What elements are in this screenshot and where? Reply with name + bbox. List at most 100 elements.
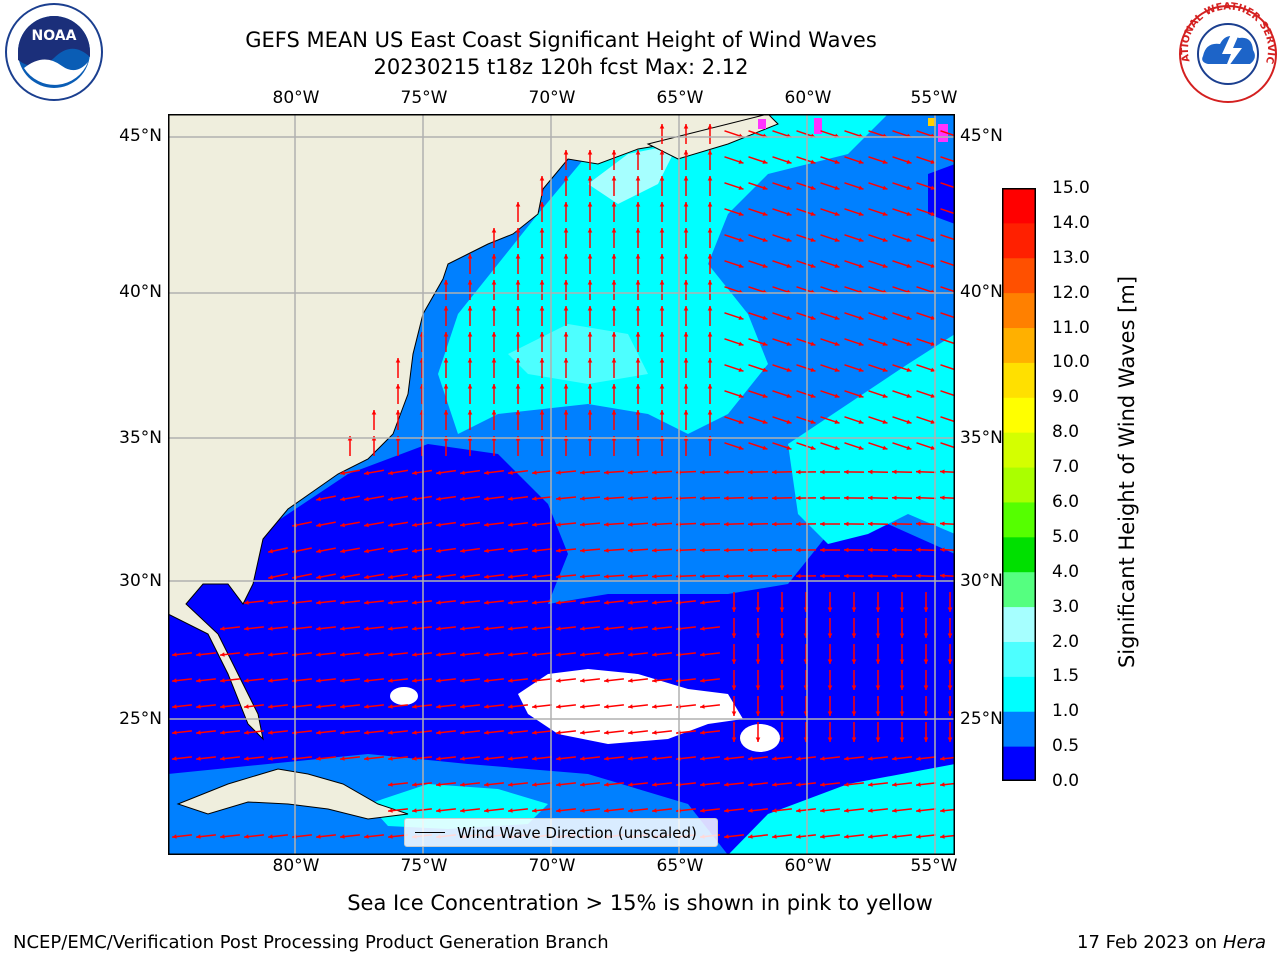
lat-tick-left: 45°N — [119, 126, 162, 146]
wind-vector-head — [220, 730, 225, 735]
wind-vector-head — [556, 756, 561, 761]
wind-vector-head — [652, 626, 657, 631]
wind-vector-head — [834, 367, 840, 372]
wind-vector-head — [779, 737, 785, 742]
footer-machine: Hera — [1222, 932, 1266, 953]
wind-vector-head — [580, 782, 585, 787]
wind-vector-head — [786, 393, 792, 398]
wind-vector-head — [316, 678, 321, 683]
wind-vector-head — [172, 678, 177, 683]
wind-vector-head — [556, 470, 561, 475]
wind-vector-head — [491, 254, 497, 259]
wind-vector-head — [700, 470, 705, 475]
wind-vector-head — [858, 185, 864, 190]
wind-vector-head — [810, 263, 816, 268]
wind-vector-head — [268, 574, 273, 580]
wind-vector-head — [268, 548, 273, 554]
wind-vector-head — [700, 600, 705, 605]
wind-vector-head — [851, 607, 857, 612]
wind-vector-head — [587, 306, 593, 311]
wind-vector-head — [580, 756, 585, 761]
wind-vector-head — [515, 202, 521, 207]
wind-vector-head — [858, 237, 864, 242]
wind-vector-head — [868, 495, 873, 501]
wind-vector-head — [755, 711, 761, 716]
wind-vector-head — [484, 496, 489, 501]
wind-vector-head — [786, 419, 792, 424]
wind-vector-head — [628, 626, 633, 631]
wind-vector-head — [460, 678, 465, 683]
colorbar-segment — [1002, 501, 1036, 538]
wind-vector-head — [858, 341, 864, 346]
wind-vector-head — [652, 652, 657, 657]
nws-logo: NATIONAL WEATHER SERVICE — [1172, 0, 1280, 106]
wind-vector-head — [244, 834, 249, 839]
wind-vector-head — [491, 228, 497, 233]
wind-vector-head — [316, 704, 321, 709]
wind-vector-head — [923, 633, 929, 638]
wind-vector-head — [268, 678, 273, 683]
wind-vector-head — [700, 626, 705, 631]
wind-vector-head — [844, 782, 849, 787]
wind-vector-head — [748, 469, 753, 475]
colorbar-tick-label: 12.0 — [1052, 282, 1090, 303]
wind-vector-head — [388, 834, 393, 839]
wind-vector-head — [868, 469, 873, 475]
wind-vector-head — [834, 419, 840, 424]
wind-vector-head — [892, 756, 897, 761]
colorbar-tick-label: 0.0 — [1052, 771, 1080, 791]
colorbar-tick-label: 3.0 — [1052, 596, 1080, 617]
wind-vector-head — [947, 659, 953, 664]
wind-vector-head — [388, 496, 393, 502]
lat-tick-left: 30°N — [119, 571, 162, 591]
wind-vector-head — [443, 358, 449, 363]
wind-vector-head — [508, 704, 513, 709]
wind-vector-head — [371, 410, 377, 415]
wind-vector-head — [388, 574, 393, 580]
wind-vector-head — [683, 150, 689, 155]
wind-vector-head — [834, 263, 840, 268]
colorbar-tick-label: 4.0 — [1052, 561, 1080, 582]
wind-vector-head — [724, 469, 729, 475]
wind-vector-head — [738, 419, 744, 424]
lon-tick-bottom: 65°W — [656, 856, 704, 876]
noaa-logo: NOAA — [4, 2, 104, 102]
wind-vector-head — [731, 737, 737, 742]
wind-vector-head — [460, 600, 465, 605]
wind-vector-head — [467, 306, 473, 311]
wind-vector-head — [779, 607, 785, 612]
lon-tick-bottom: 80°W — [272, 856, 320, 876]
wind-vector-head — [940, 469, 945, 474]
wind-vector-head — [395, 410, 401, 415]
wind-vector — [940, 182, 955, 189]
wave-field-mid-south — [728, 764, 955, 855]
wind-vector-head — [580, 574, 585, 579]
wind-vector-head — [604, 808, 609, 813]
wind-vector-head — [340, 548, 345, 554]
wind-vector-head — [436, 652, 441, 657]
wind-vector-head — [755, 659, 761, 664]
wind-vector-head — [491, 280, 497, 285]
wind-vector-head — [460, 756, 465, 761]
colorbar-segment — [1002, 327, 1036, 363]
wind-vector-head — [947, 711, 953, 716]
colorbar-segment — [1002, 362, 1036, 398]
colorbar-segment — [1002, 292, 1036, 329]
wind-vector-head — [604, 652, 609, 657]
wind-vector-head — [947, 737, 953, 742]
wind-vector-head — [851, 737, 857, 742]
wind-vector-head — [460, 730, 465, 735]
wind-vector-head — [916, 469, 921, 475]
wind-vector-head — [563, 358, 569, 363]
wind-vector-head — [834, 211, 840, 216]
wind-vector-head — [796, 469, 801, 475]
wind-vector-head — [652, 808, 657, 813]
wind-vector-head — [772, 834, 777, 839]
wind-vector-head — [436, 782, 441, 787]
wind-vector-head — [916, 495, 921, 501]
colorbar-segment — [1002, 746, 1036, 781]
wind-vector-head — [611, 358, 617, 363]
wind-vector-head — [779, 633, 785, 638]
wind-vector-head — [635, 384, 641, 389]
wind-vector-head — [762, 159, 768, 164]
